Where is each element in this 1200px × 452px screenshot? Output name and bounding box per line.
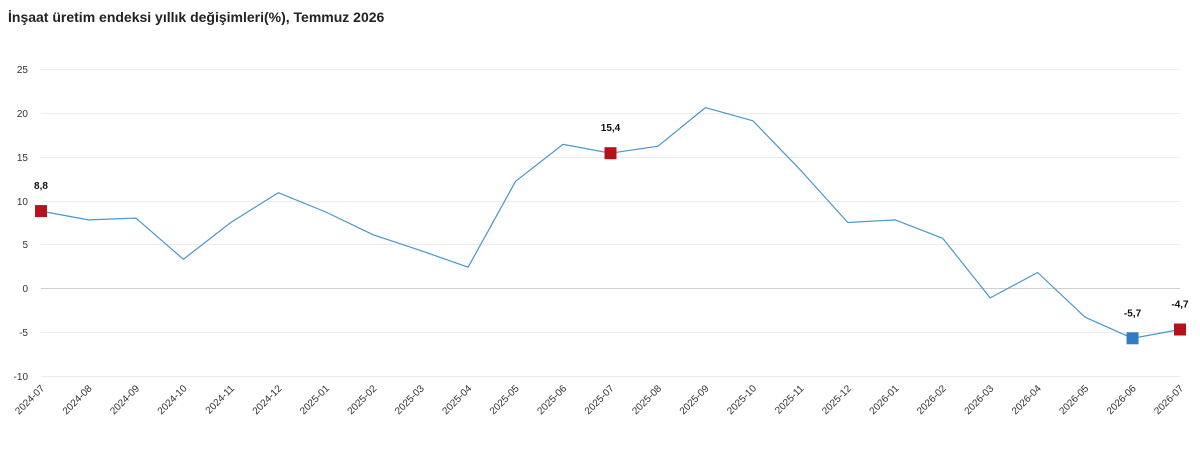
x-axis: 2024-07 2024-08 2024-09 2024-10 2024-11 2024-… (13, 383, 1186, 417)
x-tick-label: 2025-09 (678, 383, 712, 417)
x-tick-label: 2025-03 (393, 383, 427, 417)
y-tick-label: 0 (22, 284, 28, 295)
grid-lines (41, 69, 1180, 377)
data-label: 8,8 (34, 181, 48, 192)
x-tick-label: 2024-09 (108, 383, 142, 417)
x-tick-label: 2026-05 (1057, 383, 1091, 417)
y-tick-label: 15 (17, 153, 29, 164)
x-tick-label: 2025-06 (535, 383, 569, 417)
x-tick-label: 2026-01 (868, 383, 902, 417)
x-tick-label: 2025-08 (630, 383, 664, 417)
data-labels: 8,8 15,4 -5,7 -4,7 (34, 123, 1189, 319)
x-tick-label: 2026-04 (1010, 383, 1044, 417)
series-layer (40, 106, 1181, 339)
series-line (40, 106, 1181, 339)
x-tick-label: 2025-12 (820, 383, 854, 417)
data-label: -5,7 (1124, 308, 1142, 319)
x-tick-label: 2024-07 (13, 383, 47, 417)
x-tick-label: 2026-06 (1105, 383, 1139, 417)
data-label: -4,7 (1171, 300, 1189, 311)
y-tick-label: 25 (17, 65, 29, 76)
highlight-markers (35, 147, 1186, 345)
x-tick-label: 2025-05 (488, 383, 522, 417)
chart-title: İnşaat üretim endeksi yıllık değişimleri… (8, 9, 385, 25)
x-tick-label: 2026-02 (915, 383, 949, 417)
y-tick-label: -5 (19, 328, 28, 339)
x-tick-label: 2025-04 (441, 383, 475, 417)
y-tick-label: 20 (17, 109, 29, 120)
x-tick-label: 2024-08 (61, 383, 95, 417)
x-tick-label: 2025-11 (773, 383, 807, 417)
y-tick-label: 5 (22, 240, 28, 251)
x-tick-label: 2026-03 (963, 383, 997, 417)
data-label: 15,4 (601, 123, 621, 134)
x-tick-label: 2024-12 (251, 383, 285, 417)
y-tick-label: 10 (17, 197, 29, 208)
x-tick-label: 2025-02 (346, 383, 380, 417)
x-tick-label: 2026-07 (1152, 383, 1186, 417)
x-tick-label: 2025-07 (583, 383, 617, 417)
x-tick-label: 2025-01 (298, 383, 332, 417)
y-axis: 25 20 15 10 5 0 -5 -10 (14, 65, 29, 383)
highlight-marker (1126, 332, 1139, 345)
y-tick-label: -10 (14, 372, 29, 383)
x-tick-label: 2024-11 (204, 383, 238, 417)
highlight-marker (1174, 323, 1186, 336)
x-tick-label: 2024-10 (156, 383, 190, 417)
x-tick-label: 2025-10 (725, 383, 759, 417)
highlight-marker (35, 205, 47, 218)
highlight-marker (604, 147, 617, 160)
